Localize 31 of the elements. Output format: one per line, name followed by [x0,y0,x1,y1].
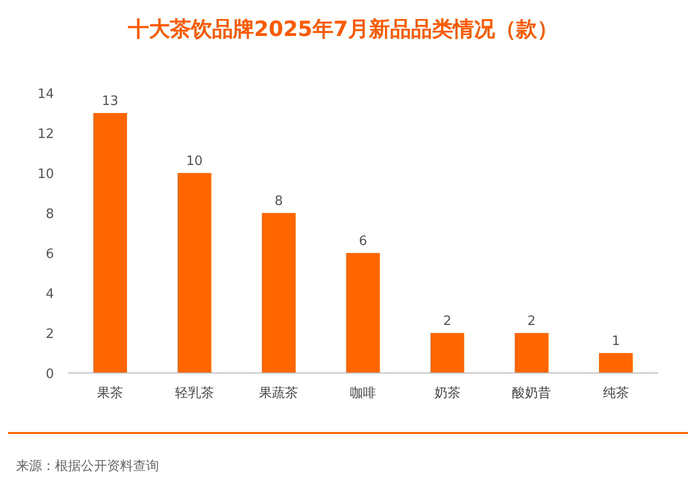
y-tick-label: 12 [37,127,54,142]
chart-title: 十大茶饮品牌2025年7月新品品类情况（款） [126,17,558,41]
data-label: 6 [358,234,368,249]
x-tick-label: 咖啡 [350,386,376,401]
data-label: 8 [274,194,283,209]
bar [346,253,380,373]
x-tick-label: 果茶 [97,386,124,401]
x-tick-label: 酸奶昔 [512,386,552,401]
x-tick-label: 奶茶 [434,386,460,401]
y-tick-label: 2 [46,327,54,342]
bar [93,113,127,373]
bar [178,173,212,373]
data-label: 2 [443,314,452,329]
bar [514,333,548,373]
y-tick-label: 10 [37,167,54,182]
y-tick-label: 14 [37,87,54,102]
data-label: 2 [527,314,536,329]
bar [430,333,464,373]
y-tick-label: 0 [46,367,54,382]
y-tick-label: 6 [46,247,54,262]
bar [599,353,633,373]
data-label: 10 [186,154,203,169]
y-tick-label: 4 [46,287,54,302]
x-tick-label: 纯茶 [602,386,629,401]
bar [262,213,296,373]
data-label: 13 [102,94,118,109]
x-tick-label: 轻乳茶 [174,386,214,401]
x-tick-label: 果蔬茶 [259,386,298,401]
source-note: 来源：根据公开资料查询 [16,459,159,474]
y-tick-label: 8 [46,207,54,222]
data-label: 1 [612,334,620,349]
